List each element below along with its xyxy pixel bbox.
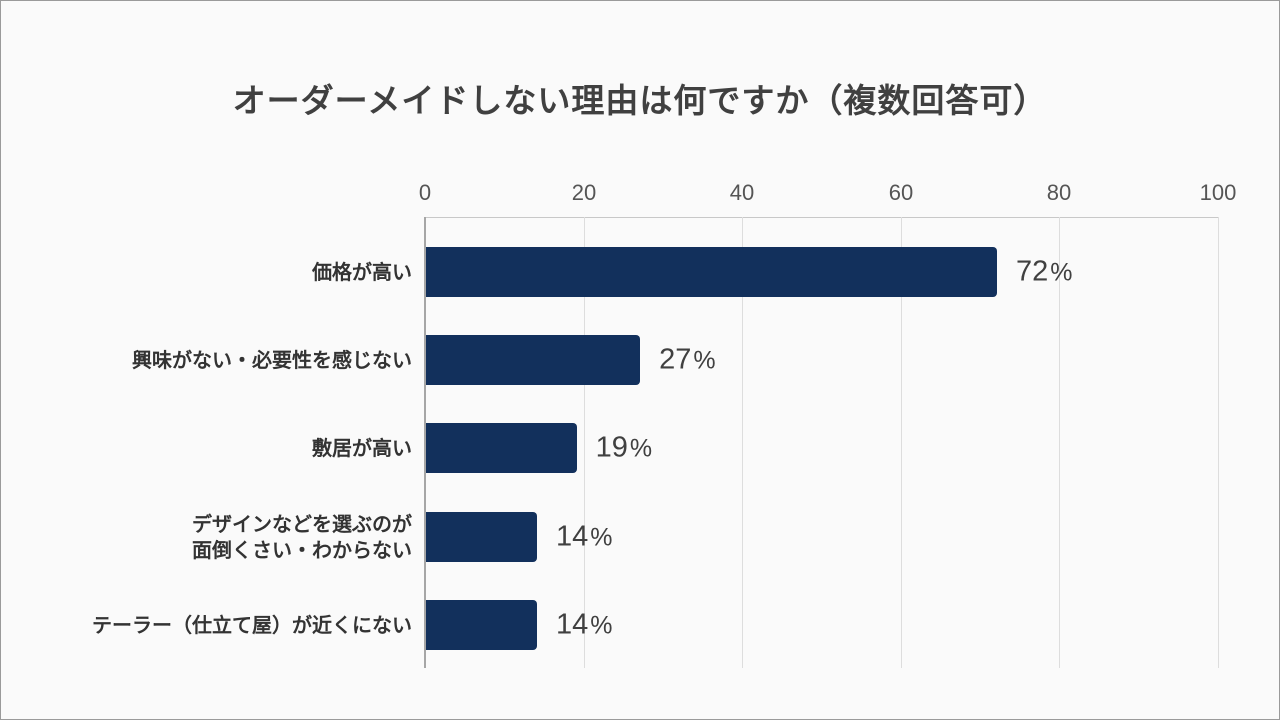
x-tick-label: 60 [888, 180, 914, 205]
gridline [584, 217, 585, 668]
category-label: 価格が高い [312, 260, 412, 284]
bar [426, 423, 577, 473]
chart-title: オーダーメイドしない理由は何ですか（複数回答可） [232, 81, 1048, 120]
value-label: 72% [1015, 255, 1073, 288]
category-label: 興味がない・必要性を感じない [132, 348, 412, 372]
category-label: 敷居が高い [312, 436, 412, 460]
x-tick-label: 100 [1199, 180, 1237, 205]
bar [426, 247, 997, 297]
gridline [901, 217, 902, 668]
bar [426, 600, 538, 650]
gridline [1218, 217, 1219, 668]
gridline [1059, 217, 1060, 668]
x-tick-label: 80 [1046, 180, 1072, 205]
value-label: 14% [556, 608, 613, 641]
bar [426, 335, 641, 385]
plot-top-border [425, 217, 1218, 218]
gridline [742, 217, 743, 668]
bar [426, 512, 538, 562]
x-tick-label: 0 [418, 180, 432, 205]
x-tick-label: 40 [729, 180, 755, 205]
value-label: 14% [556, 520, 613, 553]
x-tick-label: 20 [571, 180, 597, 205]
category-label: テーラー（仕立て屋）が近くにない [92, 613, 412, 637]
value-label: 27% [659, 343, 716, 376]
value-label: 19% [595, 431, 653, 464]
y-axis-line [424, 217, 426, 668]
category-label: デザインなどを選ぶのが 面倒くさい・わからない [192, 512, 412, 562]
